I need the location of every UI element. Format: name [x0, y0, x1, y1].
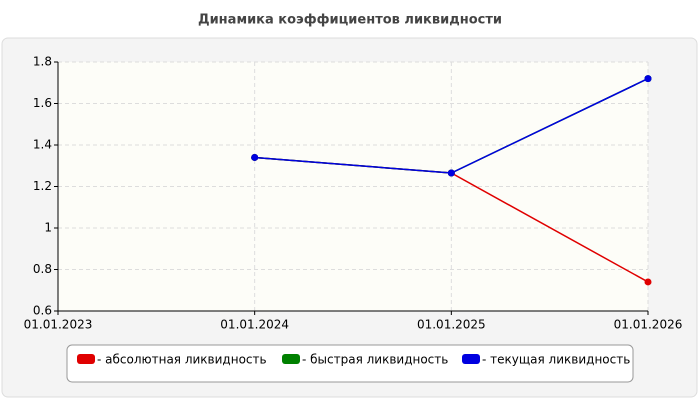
data-point	[447, 169, 455, 177]
legend-swatch	[77, 354, 95, 364]
legend-label: - быстрая ликвидность	[302, 353, 448, 367]
y-tick-label: 1.4	[33, 138, 52, 152]
y-tick-label: 1.8	[33, 55, 52, 69]
y-tick-label: 1	[44, 221, 52, 235]
legend-label: - абсолютная ликвидность	[97, 353, 267, 367]
chart-title: Динамика коэффициентов ликвидности	[198, 13, 502, 28]
legend-label: - текущая ликвидность	[482, 353, 630, 367]
y-tick-label: 1.6	[33, 96, 52, 110]
data-point	[644, 278, 652, 286]
x-tick-label: 01.01.2026	[614, 318, 683, 332]
data-point	[251, 153, 259, 161]
x-tick-label: 01.01.2025	[417, 318, 486, 332]
legend-swatch	[282, 354, 300, 364]
x-tick-label: 01.01.2023	[24, 318, 93, 332]
x-tick-label: 01.01.2024	[220, 318, 289, 332]
data-point	[644, 75, 652, 83]
y-tick-label: 0.6	[33, 304, 52, 318]
y-tick-label: 0.8	[33, 262, 52, 276]
legend-swatch	[462, 354, 480, 364]
y-tick-label: 1.2	[33, 179, 52, 193]
legend	[66, 344, 634, 383]
